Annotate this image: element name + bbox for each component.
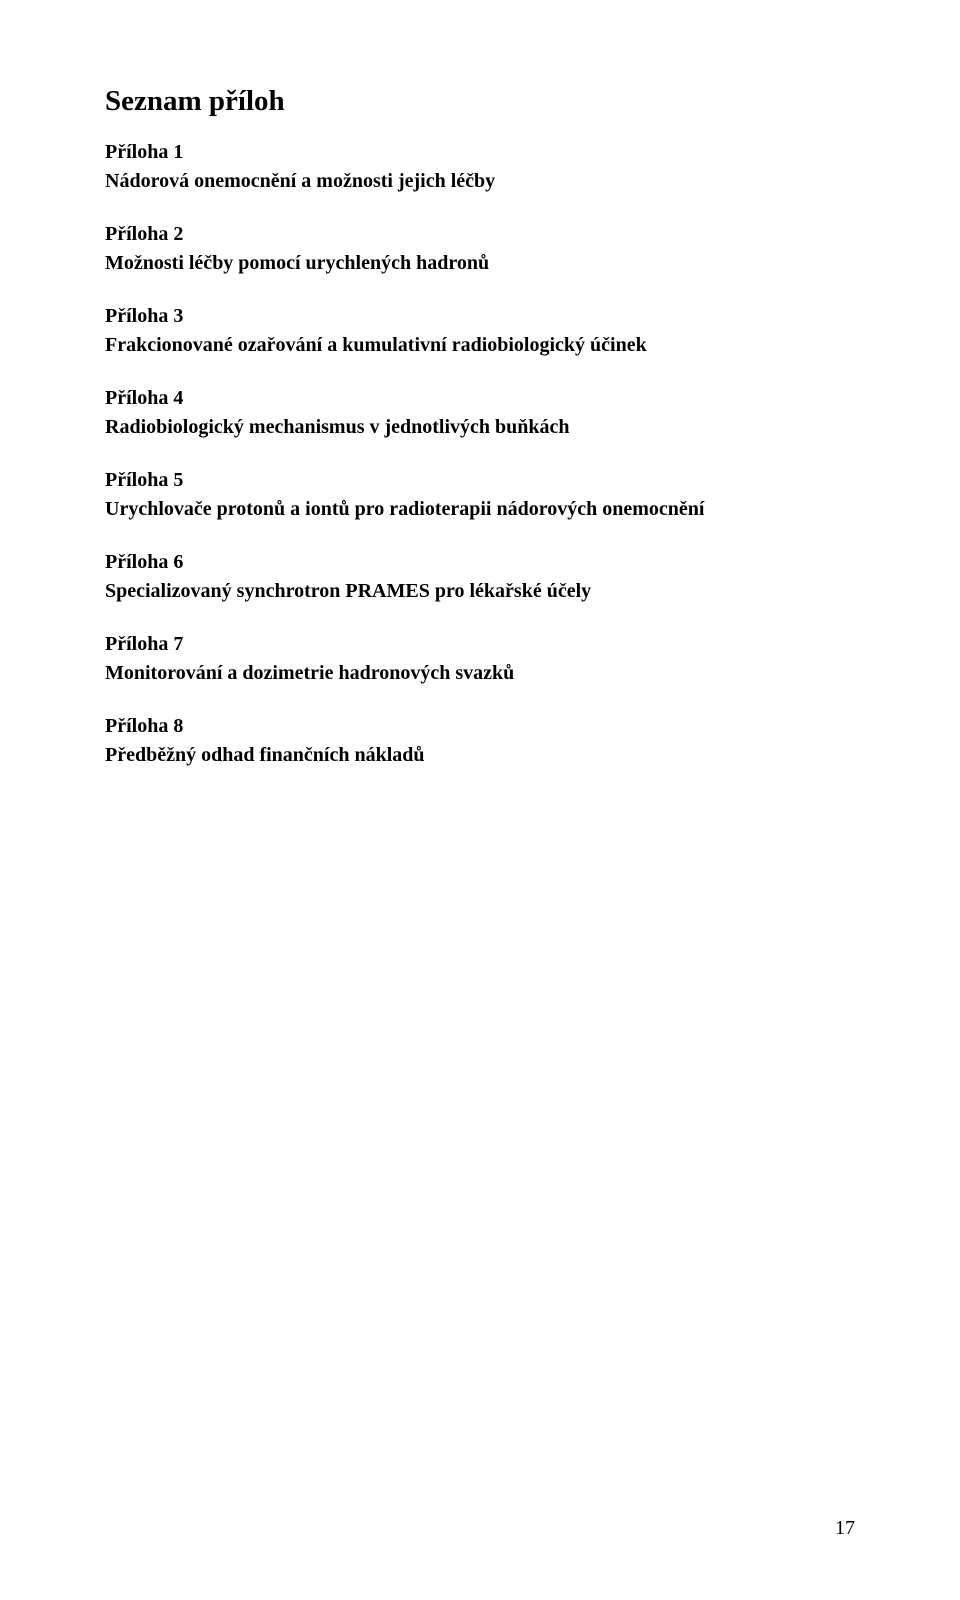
attachment-entry: Příloha 7 Monitorování a dozimetrie hadr… (105, 630, 855, 688)
page-title: Seznam příloh (105, 85, 855, 118)
attachment-entry: Příloha 2 Možnosti léčby pomocí urychlen… (105, 220, 855, 278)
attachment-label: Příloha 6 (105, 548, 855, 577)
attachment-description: Možnosti léčby pomocí urychlených hadron… (105, 249, 855, 278)
attachment-entry: Příloha 8 Předběžný odhad finančních nák… (105, 712, 855, 770)
attachment-description: Nádorová onemocnění a možnosti jejich lé… (105, 167, 855, 196)
attachment-label: Příloha 8 (105, 712, 855, 741)
attachment-entry: Příloha 1 Nádorová onemocnění a možnosti… (105, 138, 855, 196)
attachment-description: Specializovaný synchrotron PRAMES pro lé… (105, 577, 855, 606)
attachment-entry: Příloha 6 Specializovaný synchrotron PRA… (105, 548, 855, 606)
attachment-label: Příloha 5 (105, 466, 855, 495)
attachment-description: Urychlovače protonů a iontů pro radioter… (105, 495, 855, 524)
attachment-entry: Příloha 3 Frakcionované ozařování a kumu… (105, 302, 855, 360)
attachment-label: Příloha 4 (105, 384, 855, 413)
attachment-description: Předběžný odhad finančních nákladů (105, 741, 855, 770)
attachment-entry: Příloha 5 Urychlovače protonů a iontů pr… (105, 466, 855, 524)
page-number: 17 (835, 1517, 855, 1540)
attachment-description: Monitorování a dozimetrie hadronových sv… (105, 659, 855, 688)
attachment-label: Příloha 7 (105, 630, 855, 659)
attachment-description: Frakcionované ozařování a kumulativní ra… (105, 331, 855, 360)
attachment-description: Radiobiologický mechanismus v jednotlivý… (105, 413, 855, 442)
attachment-label: Příloha 3 (105, 302, 855, 331)
attachment-label: Příloha 1 (105, 138, 855, 167)
attachment-entry: Příloha 4 Radiobiologický mechanismus v … (105, 384, 855, 442)
attachment-label: Příloha 2 (105, 220, 855, 249)
